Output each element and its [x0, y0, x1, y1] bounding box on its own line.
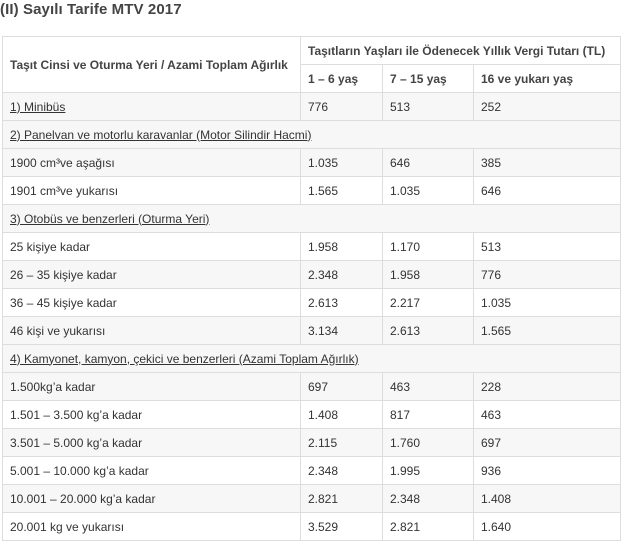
- tax-value-cell: 2.821: [300, 484, 383, 513]
- tax-value-cell: 513: [382, 92, 474, 121]
- tax-value-cell: 1.995: [382, 456, 474, 485]
- row-label-cell: 5.001 – 10.000 kg’a kadar: [2, 456, 301, 485]
- table-row: 1900 cm³ve aşağısı 1.035 646 385: [2, 148, 622, 177]
- tax-value-cell: 2.613: [382, 316, 474, 345]
- row-label-cell: 1.500kg’a kadar: [2, 372, 301, 401]
- section-row: 3) Otobüs ve benzerleri (Oturma Yeri): [1, 204, 622, 233]
- table-header: Taşıt Cinsi ve Oturma Yeri / Azami Topla…: [2, 36, 622, 93]
- row-label: 1.501 – 3.500 kg’a kadar: [10, 407, 143, 422]
- row-label: 10.001 – 20.000 kg’a kadar: [10, 491, 156, 506]
- tax-value-cell: 1.408: [472, 484, 622, 513]
- tax-value-cell: 1.408: [300, 400, 383, 429]
- tax-value-cell: 776: [472, 260, 622, 289]
- row-label-cell: 1901 cm³ve yukarısı: [2, 176, 301, 205]
- tax-value-cell: 1.565: [300, 176, 383, 205]
- tax-value-cell: 3.529: [300, 512, 383, 541]
- tax-value-cell: 2.821: [382, 512, 474, 541]
- row-label-cell: 20.001 kg ve yukarısı: [2, 512, 301, 541]
- section-cell[interactable]: 2) Panelvan ve motorlu karavanlar (Motor…: [1, 120, 622, 149]
- table-row: 10.001 – 20.000 kg’a kadar 2.821 2.348 1.40…: [2, 484, 622, 513]
- row-label: 25 kişiye kadar: [10, 239, 91, 254]
- tax-value-cell: 252: [472, 92, 622, 121]
- row-label: 26 – 35 kişiye kadar: [10, 267, 117, 282]
- table-row: 1901 cm³ve yukarısı 1.565 1.035 646: [2, 176, 622, 205]
- table-row: 26 – 35 kişiye kadar 2.348 1.958 776: [2, 260, 622, 289]
- row-label: 20.001 kg ve yukarısı: [10, 519, 125, 534]
- row-label-cell: 10.001 – 20.000 kg’a kadar: [2, 484, 301, 513]
- section-label-link[interactable]: 4) Kamyonet, kamyon, çekici ve benzerler…: [10, 351, 359, 366]
- age-header-16-plus: 16 ve yukarı yaş: [472, 64, 622, 93]
- tax-value-cell: 1.640: [472, 512, 622, 541]
- row-label-cell: 3.501 – 5.000 kg’a kadar: [2, 428, 301, 457]
- tax-table: Taşıt Cinsi ve Oturma Yeri / Azami Topla…: [1, 36, 622, 541]
- tax-value-cell: 463: [382, 372, 474, 401]
- row-label: 36 – 45 kişiye kadar: [10, 295, 117, 310]
- row-label: 1901 cm³ve yukarısı: [10, 183, 119, 198]
- row-label-cell: 26 – 35 kişiye kadar: [2, 260, 301, 289]
- tax-value-cell: 646: [472, 176, 622, 205]
- tax-value-cell: 228: [472, 372, 622, 401]
- section-cell[interactable]: 3) Otobüs ve benzerleri (Oturma Yeri): [1, 204, 622, 233]
- tax-value-cell: 1.035: [300, 148, 383, 177]
- row-label-cell: 36 – 45 kişiye kadar: [2, 288, 301, 317]
- tax-value-cell: 1.565: [472, 316, 622, 345]
- page-title: (II) Sayılı Tarife MTV 2017: [0, 1, 182, 18]
- tax-value-cell: 2.348: [382, 484, 474, 513]
- row-label: 1.500kg’a kadar: [10, 379, 96, 394]
- section-cell[interactable]: 4) Kamyonet, kamyon, çekici ve benzerler…: [1, 344, 622, 373]
- header-row-main: Taşıt Cinsi ve Oturma Yeri / Azami Topla…: [2, 36, 622, 93]
- age-header-1-6: 1 – 6 yaş: [300, 64, 383, 93]
- header-row-ages: 1 – 6 yaş 7 – 15 yaş 16 ve yukarı yaş: [3, 64, 622, 93]
- tax-value-cell: 646: [382, 148, 474, 177]
- row-label: 3.501 – 5.000 kg’a kadar: [10, 435, 143, 450]
- section-row: 4) Kamyonet, kamyon, çekici ve benzerler…: [1, 344, 622, 373]
- tax-value-cell: 1.170: [382, 232, 474, 261]
- tax-value-cell: 1.958: [300, 232, 383, 261]
- section-label-link[interactable]: 3) Otobüs ve benzerleri (Oturma Yeri): [10, 211, 210, 226]
- tax-value-cell: 463: [472, 400, 622, 429]
- tax-value-cell: 2.348: [300, 456, 383, 485]
- tax-value-cell: 1.958: [382, 260, 474, 289]
- tax-value-cell: 2.348: [300, 260, 383, 289]
- table-row: 5.001 – 10.000 kg’a kadar 2.348 1.995 936: [2, 456, 622, 485]
- row-label-cell: 1900 cm³ve aşağısı: [2, 148, 301, 177]
- tax-value-cell: 776: [300, 92, 383, 121]
- table-body: 1) Minibüs 776 513 252 2) Panelvan ve motorl…: [1, 92, 622, 541]
- age-header-7-15: 7 – 15 yaş: [382, 64, 474, 93]
- tax-value-cell: 2.613: [300, 288, 383, 317]
- table-row: 1) Minibüs 776 513 252: [2, 92, 622, 121]
- table-row: 3.501 – 5.000 kg’a kadar 2.115 1.760 697: [2, 428, 622, 457]
- tax-value-cell: 385: [472, 148, 622, 177]
- tax-value-cell: 697: [300, 372, 383, 401]
- tax-value-cell: 513: [472, 232, 622, 261]
- section-label-link[interactable]: 2) Panelvan ve motorlu karavanlar (Motor…: [10, 127, 312, 142]
- row-label: 1900 cm³ve aşağısı: [10, 155, 115, 170]
- tax-amount-group-header: Taşıtların Yaşları ile Ödenecek Yıllık V…: [299, 36, 622, 65]
- table-row: 1.500kg’a kadar 697 463 228: [2, 372, 622, 401]
- row-label-cell[interactable]: 1) Minibüs: [2, 92, 301, 121]
- table-row: 1.501 – 3.500 kg’a kadar 1.408 817 463: [2, 400, 622, 429]
- vehicle-type-header: Taşıt Cinsi ve Oturma Yeri / Azami Topla…: [2, 36, 301, 93]
- row-label-cell: 25 kişiye kadar: [2, 232, 301, 261]
- tax-value-cell: 3.134: [300, 316, 383, 345]
- tax-value-cell: 1.760: [382, 428, 474, 457]
- section-row: 2) Panelvan ve motorlu karavanlar (Motor…: [1, 120, 622, 149]
- row-label: 5.001 – 10.000 kg’a kadar: [10, 463, 149, 478]
- row-label-cell: 46 kişi ve yukarısı: [2, 316, 301, 345]
- table-row: 20.001 kg ve yukarısı 3.529 2.821 1.640: [2, 512, 622, 541]
- row-label-cell: 1.501 – 3.500 kg’a kadar: [2, 400, 301, 429]
- table-row: 36 – 45 kişiye kadar 2.613 2.217 1.035: [2, 288, 622, 317]
- tax-value-cell: 1.035: [382, 176, 474, 205]
- row-label-link[interactable]: 1) Minibüs: [10, 99, 66, 114]
- tax-value-cell: 2.217: [382, 288, 474, 317]
- tax-value-cell: 697: [472, 428, 622, 457]
- tax-value-cell: 1.035: [472, 288, 622, 317]
- tax-value-cell: 936: [472, 456, 622, 485]
- tax-value-cell: 817: [382, 400, 474, 429]
- tax-value-cell: 2.115: [300, 428, 383, 457]
- table-row: 25 kişiye kadar 1.958 1.170 513: [2, 232, 622, 261]
- table-row: 46 kişi ve yukarısı 3.134 2.613 1.565: [2, 316, 622, 345]
- row-label: 46 kişi ve yukarısı: [10, 323, 106, 338]
